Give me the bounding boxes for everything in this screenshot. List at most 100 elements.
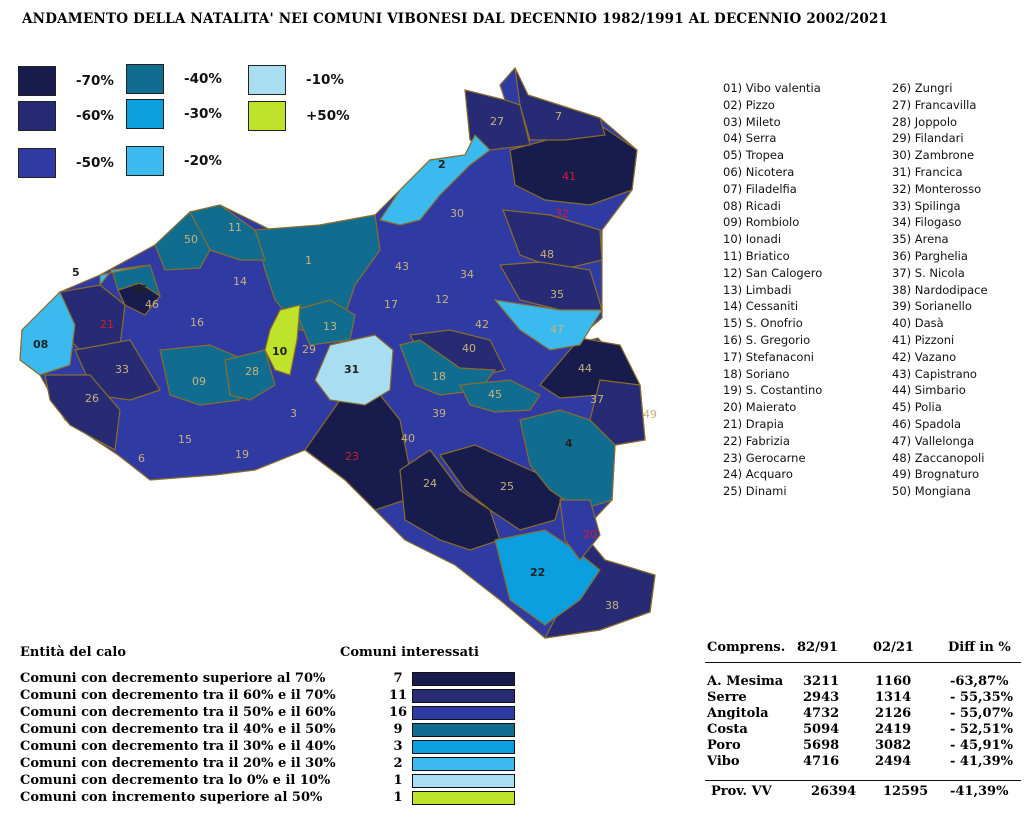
map-label: 29 xyxy=(302,343,316,356)
summary-row: Comuni con decremento tra il 30% e il 40… xyxy=(20,739,520,756)
summary-row-count: 7 xyxy=(393,671,403,686)
table-cell: 2419 xyxy=(875,722,912,737)
map-label: 36 xyxy=(132,283,148,296)
map-label: 7 xyxy=(555,110,562,123)
legend-swatch xyxy=(18,148,56,178)
summary-row: Comuni con decremento tra il 40% e il 50… xyxy=(20,722,520,739)
legend-item-m40: -40% xyxy=(126,64,222,94)
summary-row-label: Comuni con incremento superiore al 50% xyxy=(20,790,323,805)
summary-row-bar xyxy=(412,706,515,720)
comune-item: 32) Monterosso xyxy=(892,181,982,196)
summary-row: Comuni con decremento superiore al 70% 7 xyxy=(20,671,520,688)
legend-swatch xyxy=(248,101,286,131)
comune-item: 37) S. Nicola xyxy=(892,265,965,280)
comune-item: 08) Ricadi xyxy=(723,198,781,213)
summary-row-bar xyxy=(412,689,515,703)
map-label: 1 xyxy=(305,254,312,267)
comune-item: 10) Ionadi xyxy=(723,232,782,247)
table-cell: 5094 xyxy=(803,722,840,737)
map-label: 20 xyxy=(583,528,597,541)
summary-row-count: 3 xyxy=(393,739,403,754)
summary-row-count: 11 xyxy=(388,688,408,703)
table-cell: 26394 xyxy=(811,784,857,799)
table-divider xyxy=(705,780,1021,781)
table-cell: 4716 xyxy=(803,754,840,769)
comune-item: 44) Simbario xyxy=(892,383,966,398)
map-label: 26 xyxy=(85,392,99,405)
comune-item: 35) Arena xyxy=(892,232,949,247)
summary-row-count: 16 xyxy=(388,705,408,720)
comune-item: 13) Limbadi xyxy=(723,282,792,297)
table-cell: - 55,07% xyxy=(950,706,1013,721)
comune-item: 46) Spadola xyxy=(892,416,961,431)
table-row: A. Mesima 3211 1160 -63,87% xyxy=(705,674,1021,690)
comune-item: 23) Gerocarne xyxy=(723,450,806,465)
summary-row-bar xyxy=(412,740,515,754)
comune-item: 36) Parghelia xyxy=(892,248,968,263)
comune-item: 14) Cessaniti xyxy=(723,299,799,314)
map-label: 22 xyxy=(530,566,545,579)
map-label: 40 xyxy=(462,342,476,355)
comune-item: 25) Dinami xyxy=(723,484,787,499)
legend-label: +50% xyxy=(306,108,350,124)
comune-item: 43) Capistrano xyxy=(892,366,977,381)
map-label: 13 xyxy=(323,320,337,333)
table-cell: 2126 xyxy=(875,706,912,721)
legend-label: -20% xyxy=(184,153,222,169)
legend-item-m20: -20% xyxy=(126,146,222,176)
summary-header: Entità del calo Comuni interessati xyxy=(20,645,520,667)
table-cell: -41,39% xyxy=(950,784,1009,799)
comune-item: 31) Francica xyxy=(892,164,963,179)
region-4 xyxy=(519,409,616,511)
legend-item-m30: -30% xyxy=(126,99,222,129)
legend-swatch xyxy=(126,146,164,176)
summary-row: Comuni con decremento tra il 20% e il 30… xyxy=(20,756,520,773)
map-label: 32 xyxy=(555,207,569,220)
comune-item: 26) Zungri xyxy=(892,81,953,95)
table-cell: Prov. VV xyxy=(711,784,772,799)
map-label: 30 xyxy=(450,207,464,220)
legend-item-m60: -60% xyxy=(18,101,114,131)
region-10 xyxy=(264,304,301,376)
comune-item: 29) Filandari xyxy=(892,131,964,146)
comune-item: 50) Mongiana xyxy=(892,484,971,499)
comune-item: 04) Serra xyxy=(723,131,777,146)
legend-item-m10: -10% xyxy=(248,65,344,95)
region-31 xyxy=(314,334,394,406)
page-title: ANDAMENTO DELLA NATALITA' NEI COMUNI VIB… xyxy=(22,11,889,27)
table-header: Diff in % xyxy=(948,640,1011,655)
comune-item: 09) Rombiolo xyxy=(723,215,800,230)
legend-label: -70% xyxy=(76,73,114,89)
map-label: 35 xyxy=(550,288,564,301)
comune-item: 49) Brognaturo xyxy=(892,467,980,482)
map-label: 18 xyxy=(432,370,446,383)
region-5 xyxy=(99,264,151,287)
map-label: 21 xyxy=(100,318,114,331)
summary-row-count: 9 xyxy=(393,722,403,737)
summary-row: Comuni con decremento tra il 60% e il 70… xyxy=(20,688,520,705)
region-47 xyxy=(493,299,604,351)
comune-item: 41) Pizzoni xyxy=(892,332,955,347)
map-label: 16 xyxy=(190,316,204,329)
legend-swatch xyxy=(126,99,164,129)
map-label: 15 xyxy=(178,433,192,446)
table-row: Serre 2943 1314 - 55,35% xyxy=(705,690,1021,706)
table-cell: Poro xyxy=(707,738,741,753)
comune-item: 27) Francavilla xyxy=(892,97,977,112)
map-label: 34 xyxy=(460,268,474,281)
map-label: 45 xyxy=(488,388,502,401)
summary-row-count: 1 xyxy=(393,773,403,788)
map-label: 47 xyxy=(550,323,564,336)
summary-header-right: Comuni interessati xyxy=(340,645,479,660)
table-cell: 4732 xyxy=(803,706,840,721)
comuni-list-1: 01) Vibo valentia 02) Pizzo 03) Mileto 0… xyxy=(723,80,822,500)
region-18 xyxy=(399,339,497,396)
legend-item-p50: +50% xyxy=(248,101,350,131)
map-label: 40 xyxy=(401,432,415,445)
comune-item: 06) Nicotera xyxy=(723,164,795,179)
table-cell: 12595 xyxy=(883,784,929,799)
decline-summary: Entità del calo Comuni interessati Comun… xyxy=(20,645,520,807)
legend-swatch xyxy=(18,101,56,131)
table-row: Poro 5698 3082 - 45,91% xyxy=(705,738,1021,754)
comune-item: 39) Sorianello xyxy=(892,299,972,314)
